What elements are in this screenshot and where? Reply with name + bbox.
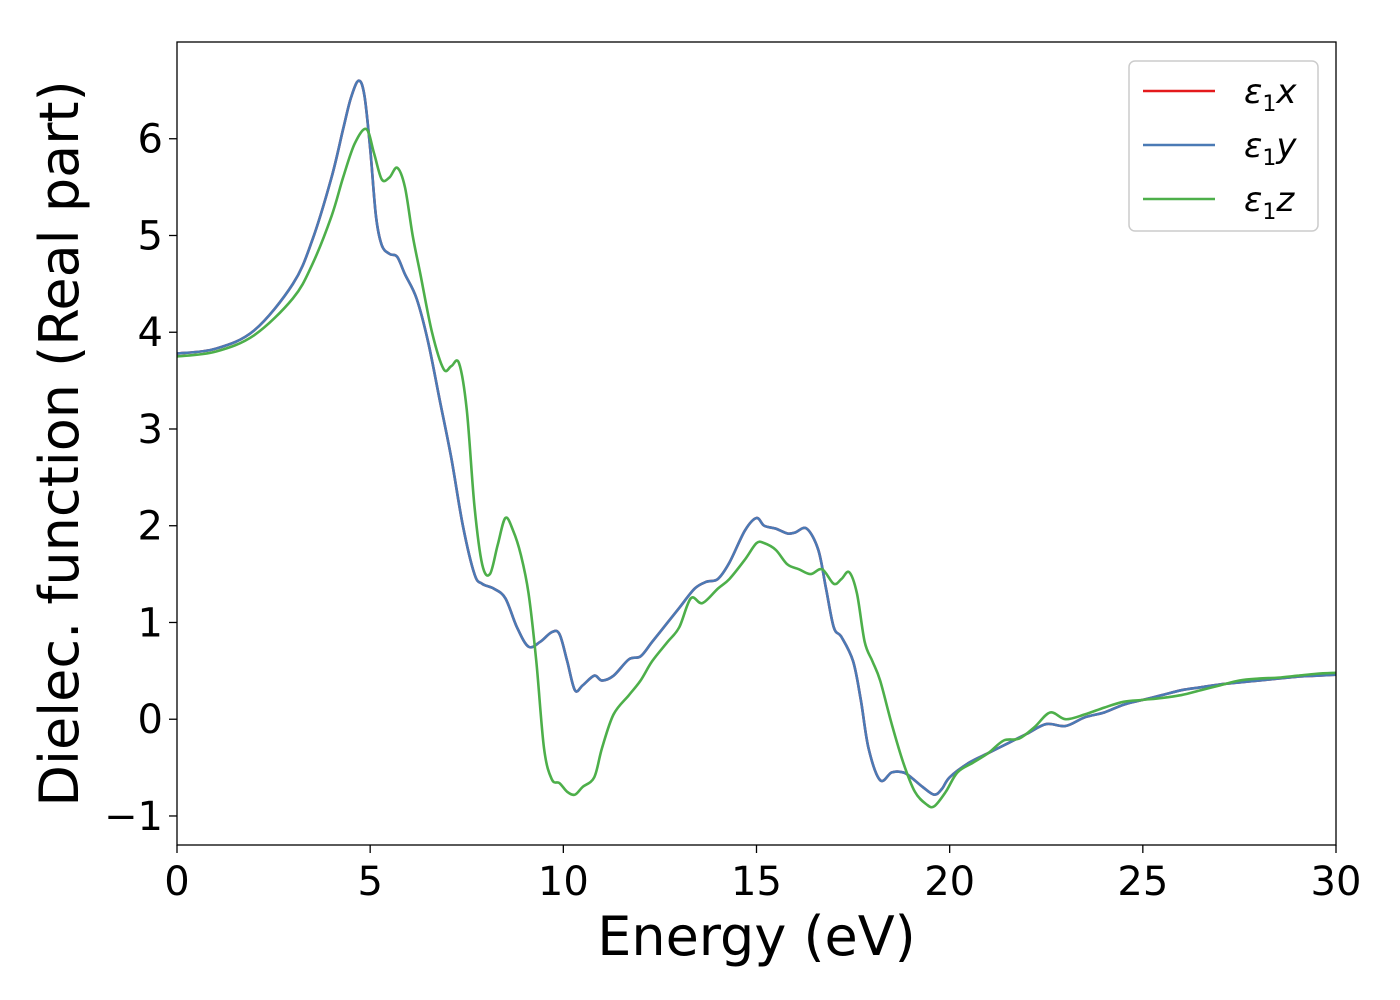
y-tick-label: −1 <box>104 794 163 840</box>
series-line-z <box>177 127 1336 809</box>
y-axis-label: Dielec. function (Real part) <box>28 80 91 806</box>
legend-label: ε1x <box>1244 72 1297 117</box>
plot-lines <box>177 79 1336 809</box>
y-tick-label: 5 <box>138 213 163 259</box>
x-tick-label: 10 <box>538 859 589 905</box>
series-line-y <box>177 79 1336 796</box>
legend-label-subscript: 1 <box>1262 200 1276 225</box>
y-tick-label: 1 <box>138 600 163 646</box>
legend-item-y: ε1y <box>1143 126 1297 171</box>
legend-label-subscript: 1 <box>1262 92 1276 117</box>
x-axis-label: Energy (eV) <box>597 905 916 968</box>
legend-label: ε1z <box>1244 180 1295 225</box>
x-tick-label: 20 <box>924 859 975 905</box>
x-tick-label: 15 <box>731 859 782 905</box>
legend-box <box>1128 60 1319 232</box>
y-tick-label: 6 <box>138 117 163 163</box>
legend-label-subscript: 1 <box>1262 146 1276 171</box>
y-axis-ticks: −1 0 1 2 3 4 5 6 <box>104 117 177 840</box>
legend-item-x: ε1x <box>1143 72 1297 117</box>
x-tick-label: 30 <box>1311 859 1362 905</box>
x-tick-label: 5 <box>357 859 382 905</box>
y-tick-label: 2 <box>138 504 163 550</box>
y-tick-label: 4 <box>138 310 163 356</box>
y-tick-label: 3 <box>138 407 163 453</box>
legend-label-base: ε <box>1244 180 1262 220</box>
legend-label: ε1y <box>1244 126 1297 171</box>
y-tick-label: 0 <box>138 697 163 743</box>
legend-label-base: ε <box>1244 126 1262 166</box>
legend-label-base: ε <box>1244 72 1262 112</box>
legend-label-variable: z <box>1275 180 1295 220</box>
x-axis-ticks: 0 5 10 15 20 25 30 <box>164 845 1361 905</box>
x-tick-label: 25 <box>1117 859 1168 905</box>
legend-label-variable: y <box>1275 126 1297 166</box>
legend-item-z: ε1z <box>1143 180 1295 225</box>
legend-label-variable: x <box>1275 72 1297 112</box>
x-tick-label: 0 <box>164 859 189 905</box>
